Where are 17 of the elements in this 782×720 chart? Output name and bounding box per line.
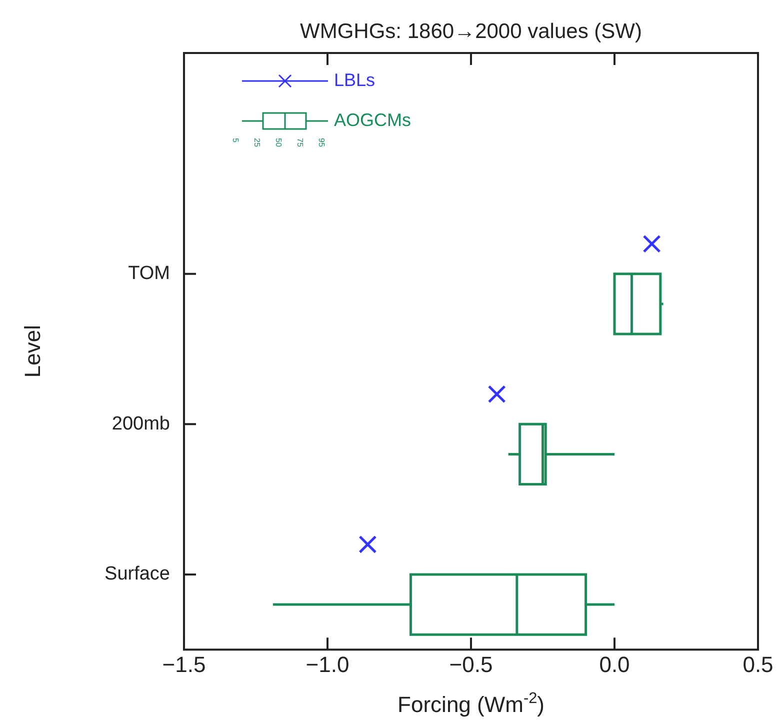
y-tick-label: TOM [128, 263, 170, 284]
y-axis-title: Level [20, 325, 45, 378]
x-tick-label: −0.5 [449, 652, 493, 677]
x-tick-label: 0.5 [742, 652, 774, 677]
text: 25 [252, 138, 262, 148]
y-tick-label: 200mb [112, 413, 170, 434]
x-tick-label: −1.0 [306, 652, 350, 677]
text: 95 [316, 138, 326, 148]
x-tick-label: −1.5 [162, 652, 206, 677]
x-tick-label: 0.0 [599, 652, 630, 677]
legend-label: AOGCMs [334, 110, 412, 130]
text: 5 [230, 138, 240, 143]
y-tick-label: Surface [104, 564, 170, 585]
text: 50 [274, 138, 283, 148]
chart-title: WMGHGs: 1860→2000 values (SW) [300, 20, 642, 43]
text: 75 [295, 138, 304, 148]
legend-label: LBLs [334, 70, 376, 90]
